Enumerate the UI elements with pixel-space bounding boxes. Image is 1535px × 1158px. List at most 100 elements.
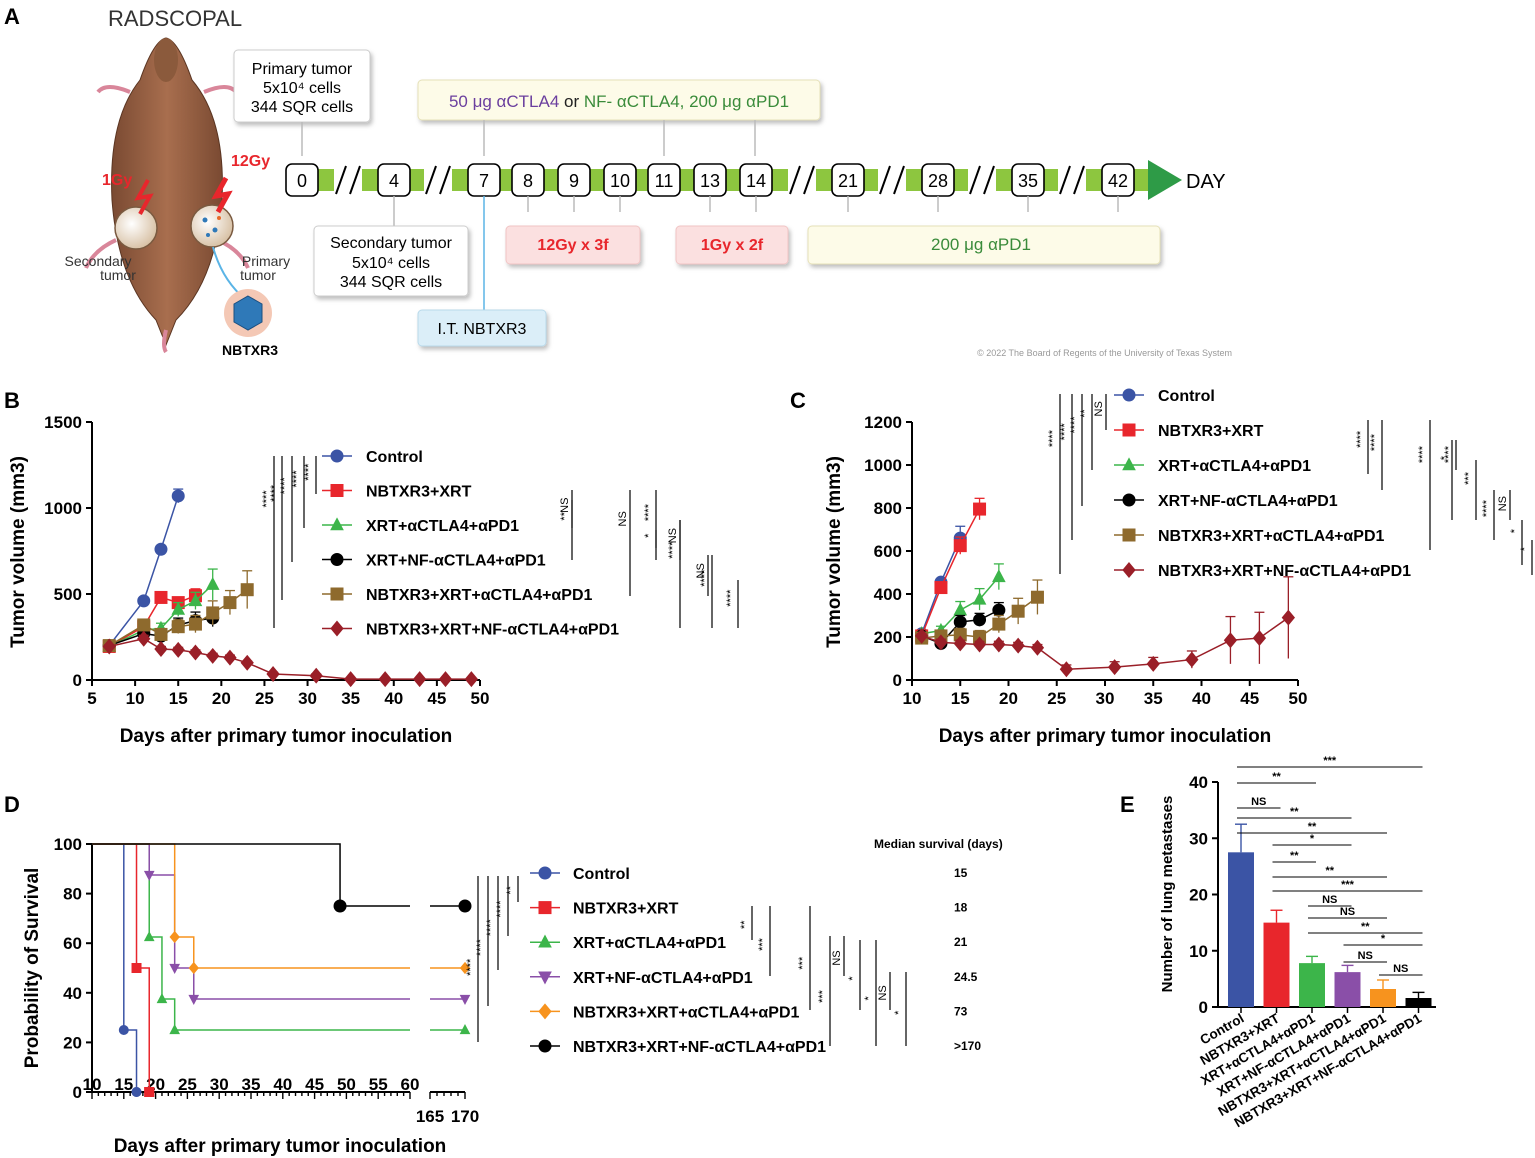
panel-c-legend-marker — [1123, 494, 1135, 506]
panel-c-x-tick-label: 35 — [1144, 689, 1163, 708]
primary-tumor-label-2: tumor — [240, 267, 276, 283]
panel-d-ylabel: Probability of Survival — [22, 868, 43, 1069]
panel-b-legend-label-3: XRT+NF-αCTLA4+αPD1 — [366, 553, 546, 570]
panel-b-sig-label: ** — [559, 511, 571, 520]
panel-d-sig-label: ** — [505, 885, 517, 894]
panel-b-point — [138, 619, 150, 631]
panel-d-sig-label: *** — [757, 937, 769, 951]
panel-b-ylabel-text: Tumor volume (mm3) — [8, 456, 29, 648]
panel-c-point — [993, 604, 1005, 616]
panel-d-legend-marker — [539, 1040, 551, 1052]
panel-d-x-tick-label: 40 — [273, 1075, 292, 1094]
panel-e-bar-1 — [1264, 923, 1290, 1007]
panel-c-point — [1282, 610, 1294, 624]
day-label-13: 13 — [700, 171, 720, 191]
panel-c-sig-label: * — [1519, 546, 1531, 551]
panel-b-x-tick-label: 30 — [298, 689, 317, 708]
panel-b-point — [155, 543, 167, 555]
panel-d-legend-label-2: XRT+αCTLA4+αPD1 — [573, 935, 726, 952]
day-label-11: 11 — [655, 171, 674, 191]
callout-12gy: 12Gy x 3f — [537, 237, 609, 254]
panel-d-median-4: 73 — [954, 1004, 968, 1018]
panel-b-letter: B — [4, 388, 20, 413]
panel-d-legend-marker — [539, 936, 551, 947]
median-header: Median survival (days) — [874, 837, 1003, 851]
panel-c-legend-marker — [1123, 529, 1135, 541]
panel-d-x-tick-label: 35 — [242, 1075, 261, 1094]
day-label-9: 9 — [569, 171, 579, 191]
day-label-35: 35 — [1018, 171, 1038, 191]
day-label-21: 21 — [838, 171, 858, 191]
callout-1gy: 1Gy x 2f — [701, 237, 764, 254]
panel-c-y-tick-label: 1000 — [864, 456, 902, 475]
callout-pd1: 200 μg αPD1 — [931, 235, 1031, 254]
panel-b-legend-marker — [331, 621, 343, 635]
day-label: DAY — [1186, 171, 1226, 193]
panel-b-sig-label: **** — [725, 589, 737, 607]
secondary-tumor-label-2: tumor — [100, 267, 136, 283]
panel-b-legend-marker — [331, 450, 343, 462]
panel-d-legend-label-5: NBTXR3+XRT+NF-αCTLA4+αPD1 — [573, 1039, 826, 1056]
callout-drug: 50 μg αCTLA4 or NF- αCTLA4, 200 μg αPD1 — [449, 92, 789, 111]
day-label-10: 10 — [610, 171, 630, 191]
panel-d-y-tick-label: 100 — [54, 835, 82, 854]
callout-secondary-line1: Secondary tumor — [330, 235, 453, 252]
panel-c-legend-marker — [1123, 458, 1135, 469]
panel-d-y-tick-label: 0 — [73, 1083, 82, 1102]
panel-b-point — [172, 490, 184, 502]
panel-d-legend-label-1: NBTXR3+XRT — [573, 901, 679, 918]
panel-d-letter: D — [4, 792, 20, 817]
panel-b-x-tick-label: 45 — [427, 689, 446, 708]
panel-b-point — [138, 595, 150, 607]
panel-d-legend-label-4: NBTXR3+XRT+αCTLA4+αPD1 — [573, 1004, 799, 1021]
panel-d-x-tick-label: 45 — [305, 1075, 324, 1094]
panel-d-point — [132, 964, 141, 973]
panel-c-y-tick-label: 600 — [874, 542, 902, 561]
panel-d-sig-label: * — [847, 976, 859, 981]
panel-a-letter: A — [4, 4, 20, 29]
panel-b-y-tick-label: 1500 — [44, 413, 82, 432]
panel-d-legend-marker — [539, 972, 551, 983]
panel-c-sig-label: NS — [1497, 496, 1509, 511]
panel-b-sig-label: NS — [617, 511, 629, 526]
panel-c-y-tick-label: 400 — [874, 585, 902, 604]
panel-c-legend-label-1: NBTXR3+XRT — [1158, 423, 1264, 440]
panel-d-point — [170, 932, 179, 943]
panel-c-sig-label: **** — [1355, 430, 1367, 448]
panel-b-point — [155, 628, 167, 640]
panel-e-comparison-label: NS — [1251, 796, 1266, 808]
panel-c-point — [1147, 657, 1159, 671]
panel-e-bar-0 — [1228, 852, 1254, 1007]
panel-e-y-tick-label: 40 — [1189, 773, 1208, 792]
callout-secondary-line2: 5x10⁴ cells — [352, 255, 430, 272]
panel-b-sig-label: **** — [667, 541, 679, 559]
panel-c-ylabel: Tumor volume (mm3) — [824, 456, 845, 648]
timeline: 0 4 7 8 9 10 11 13 14 21 28 35 42 — [286, 160, 1182, 200]
panel-e-comparison-label: ** — [1325, 865, 1334, 877]
panel-e-comparison-label: * — [1381, 933, 1386, 945]
panel-d-x-tick-label: 55 — [369, 1075, 388, 1094]
panel-e: E 010203040ControlNBTXR3+XRTXRT+αCTLA4+α… — [1120, 755, 1436, 1130]
figure: A RADSCOPAL 1Gy 12Gy Secondary tumor — [0, 0, 1535, 1158]
callout-drug-nf: NF- αCTLA4, 200 μg αPD1 — [584, 92, 789, 111]
panel-b-point — [379, 672, 391, 686]
panel-c-legend-label-0: Control — [1158, 388, 1215, 405]
panel-c-legend-marker — [1123, 563, 1135, 577]
panel-c-sig-label: **** — [1481, 499, 1493, 517]
panel-a: A RADSCOPAL 1Gy 12Gy Secondary tumor — [4, 4, 1232, 358]
panel-c-point — [1012, 605, 1024, 617]
panel-d-x-tick-label: 165 — [416, 1107, 444, 1126]
panel-e-y-tick-label: 0 — [1199, 998, 1208, 1017]
panel-b-sig-label: NS — [559, 498, 571, 513]
panel-b-y-tick-label: 0 — [73, 671, 82, 690]
panel-c-sig-label: **** — [1443, 445, 1455, 463]
panel-c-y-tick-label: 800 — [874, 499, 902, 518]
panel-c-point — [993, 618, 1005, 630]
panel-c-legend-marker — [1123, 389, 1135, 401]
panel-b-x-tick-label: 5 — [87, 689, 96, 708]
panel-b-sig-label: **** — [291, 470, 303, 488]
panel-b-x-tick-label: 10 — [126, 689, 145, 708]
panel-b-point — [241, 656, 253, 670]
panel-d-median-2: 21 — [954, 935, 968, 949]
